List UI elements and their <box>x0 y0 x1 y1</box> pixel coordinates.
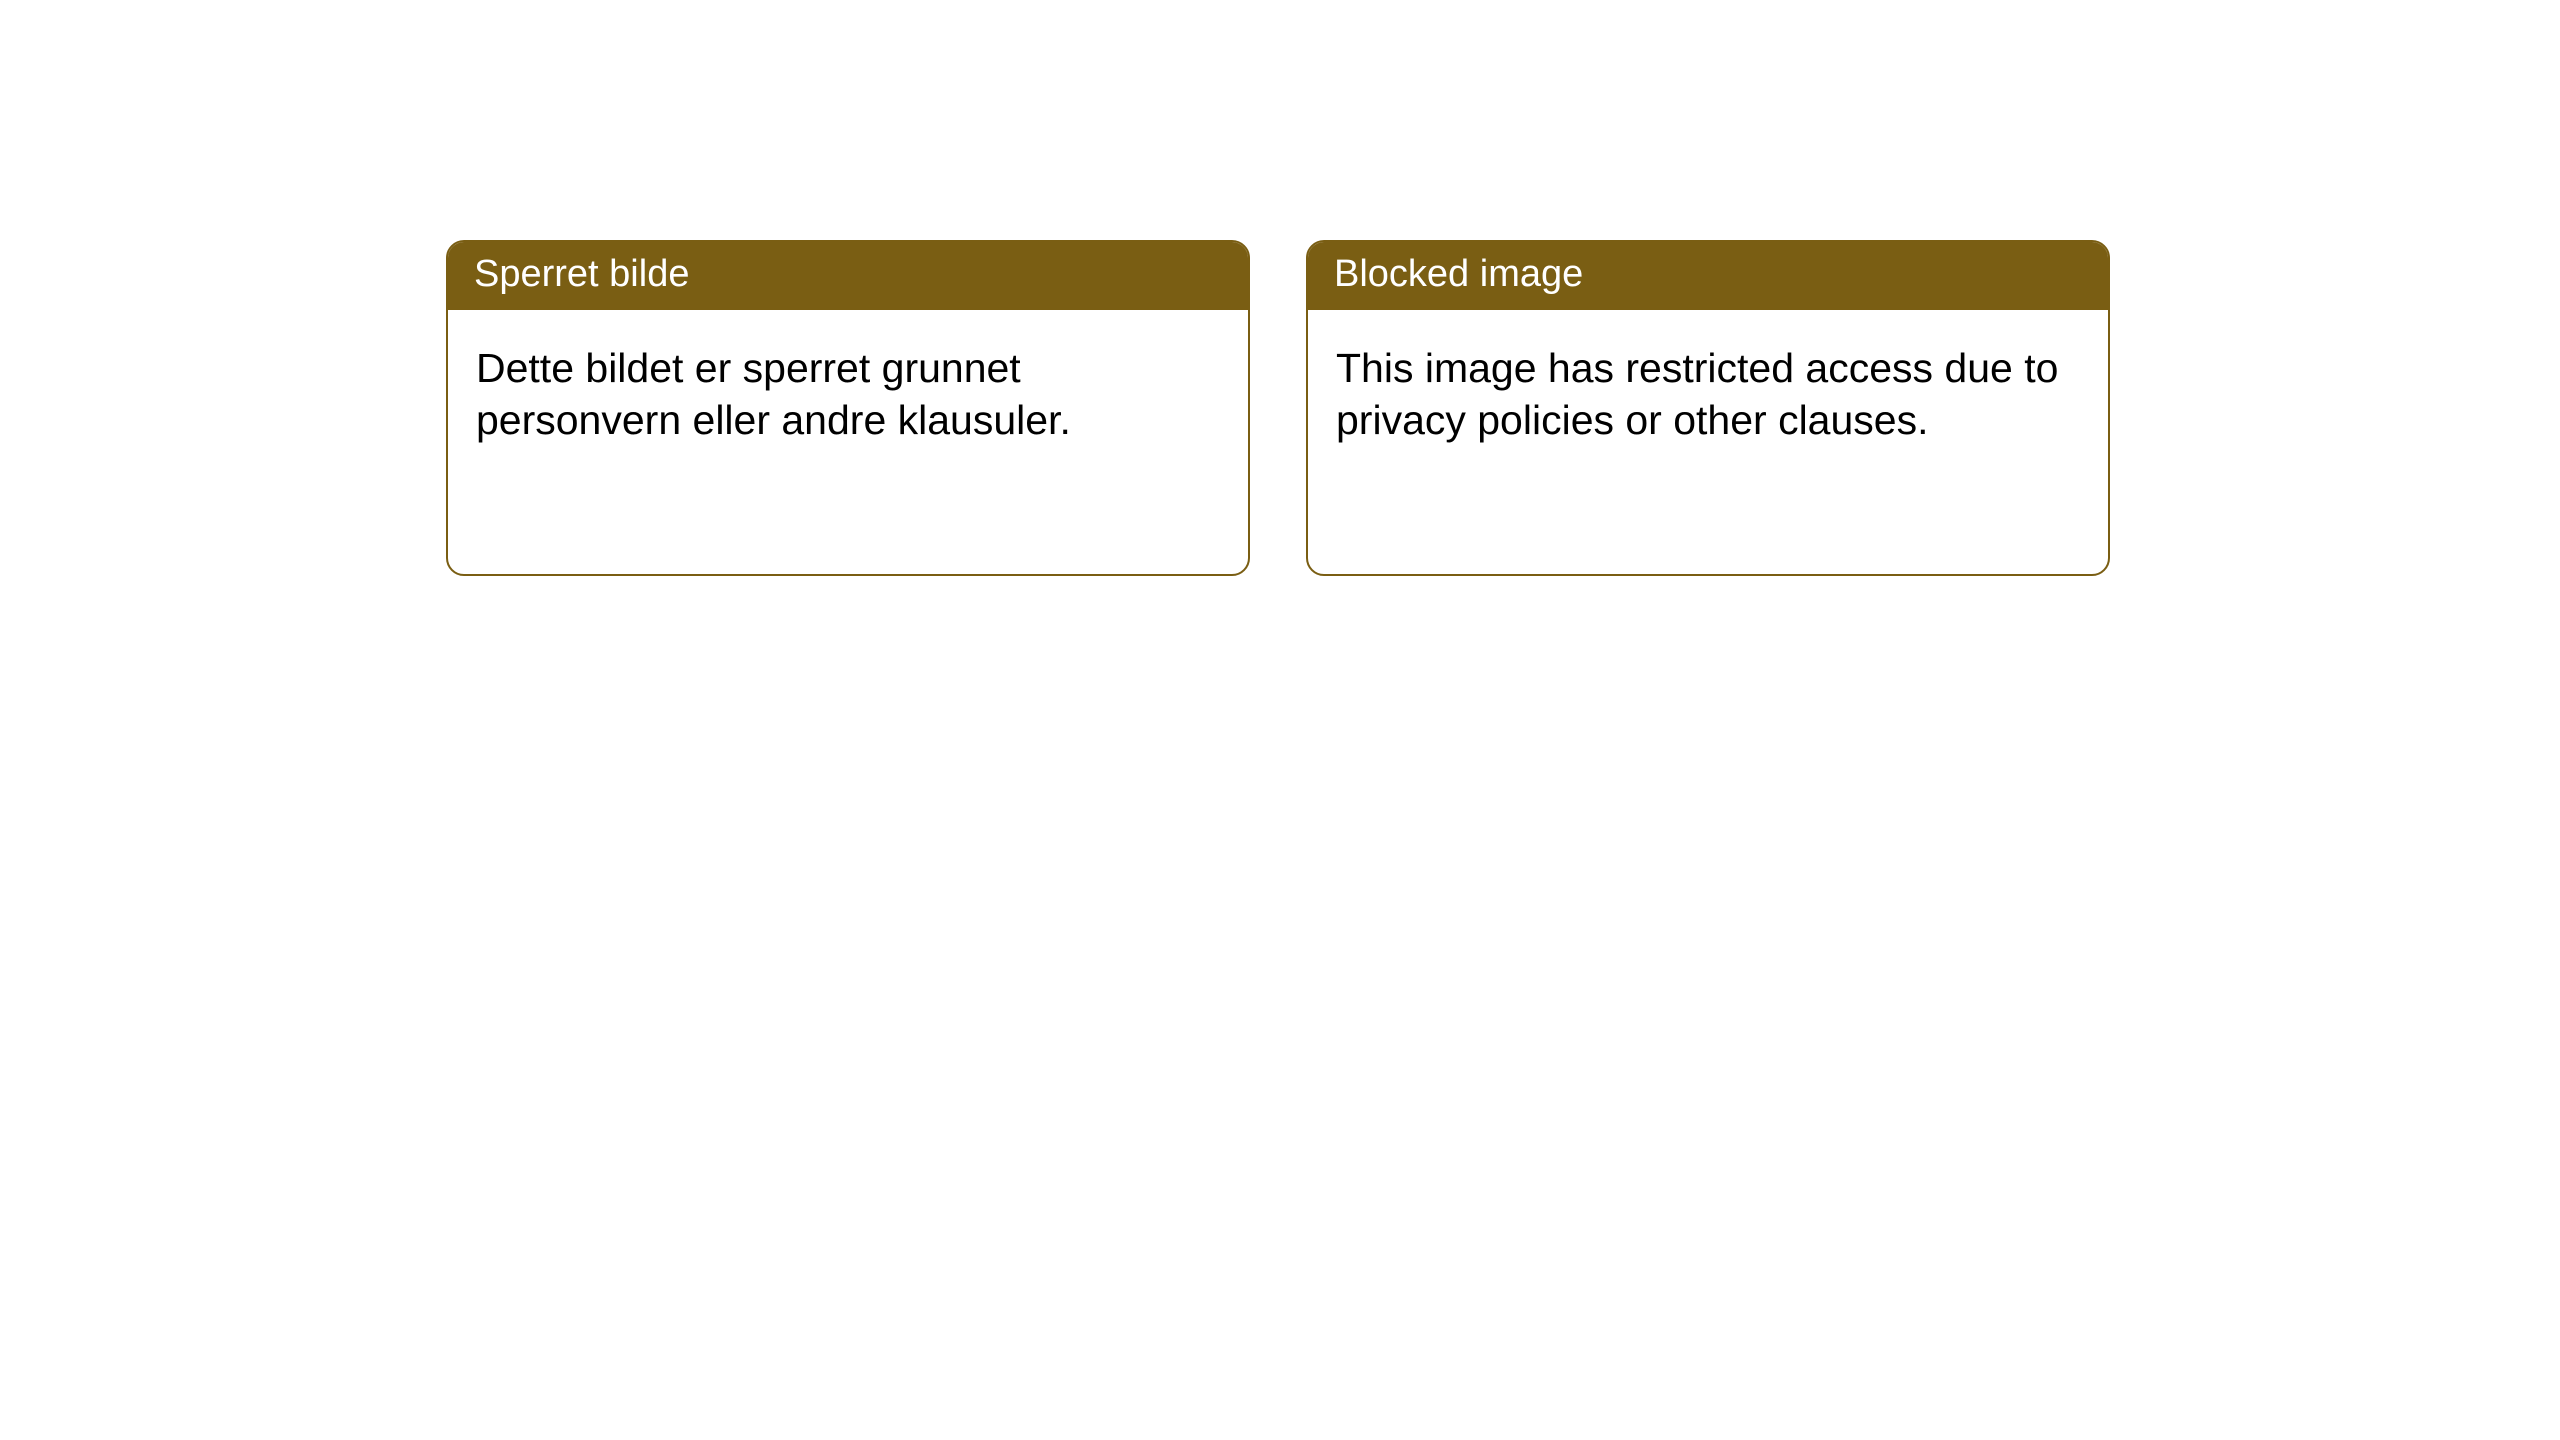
notice-card-title: Blocked image <box>1308 242 2108 310</box>
notice-container: Sperret bilde Dette bildet er sperret gr… <box>0 0 2560 576</box>
notice-card-title: Sperret bilde <box>448 242 1248 310</box>
notice-card-english: Blocked image This image has restricted … <box>1306 240 2110 576</box>
notice-card-norwegian: Sperret bilde Dette bildet er sperret gr… <box>446 240 1250 576</box>
notice-card-body: This image has restricted access due to … <box>1308 310 2108 478</box>
notice-card-body: Dette bildet er sperret grunnet personve… <box>448 310 1248 478</box>
